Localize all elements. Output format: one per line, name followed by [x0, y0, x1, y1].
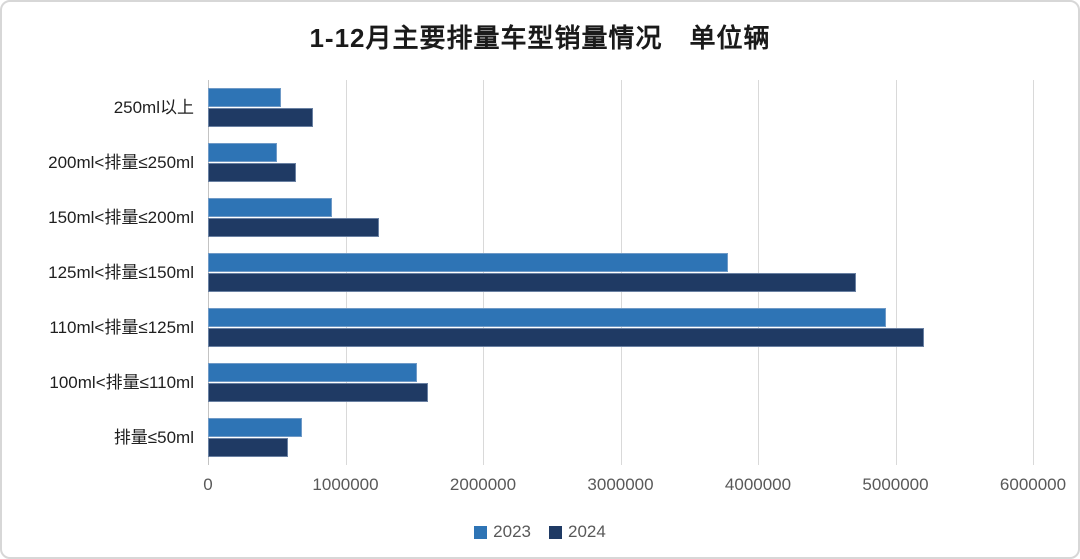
bar-2024 — [208, 272, 856, 292]
x-tick-label: 4000000 — [724, 475, 792, 494]
category-label: 110ml<排量≤125ml — [49, 318, 194, 337]
legend-item-2024: 2024 — [549, 522, 606, 542]
bar-2024 — [208, 382, 428, 402]
x-tick-label: 3000000 — [587, 475, 654, 494]
bar-2024 — [208, 217, 379, 237]
x-tick-label: 0 — [203, 475, 213, 494]
bar-2023 — [208, 88, 281, 108]
category-axis: 250ml以上 200ml<排量≤250ml 150ml<排量≤200ml 125ml… — [2, 80, 194, 465]
bar-2023 — [208, 308, 886, 328]
bar-2023 — [208, 143, 277, 163]
bar-2024 — [208, 437, 288, 457]
bar-2024 — [208, 327, 925, 347]
category-label: 150ml<排量≤200ml — [48, 208, 194, 227]
bar-2023 — [208, 363, 417, 383]
legend-marker-2024 — [549, 525, 562, 539]
gridline — [1033, 80, 1034, 465]
legend-label-2023: 2023 — [493, 522, 531, 541]
bar-2024 — [208, 107, 313, 127]
x-tick-label: 6000000 — [999, 475, 1067, 494]
bar-2024 — [208, 162, 296, 182]
chart-title: 1-12月主要排量车型销量情况 单位辆 — [309, 23, 771, 53]
category-label: 125ml<排量≤150ml — [48, 263, 194, 282]
category-label: 200ml<排量≤250ml — [48, 153, 194, 172]
x-tick-label: 2000000 — [449, 475, 517, 494]
plot-area — [208, 80, 1034, 465]
legend-label-2024: 2024 — [568, 522, 606, 541]
category-label: 排量≤50ml — [113, 428, 194, 447]
category-label: 100ml<排量≤110ml — [49, 373, 194, 392]
bar-2023 — [208, 418, 302, 438]
x-tick-label: 1000000 — [312, 475, 379, 494]
value-axis: 0 1000000 2000000 3000000 4000000 5000000 6000… — [2, 475, 1078, 497]
x-tick-label: 5000000 — [862, 475, 929, 494]
gridline — [895, 80, 897, 465]
category-label: 250ml以上 — [113, 98, 194, 117]
legend-item-2023: 2023 — [474, 522, 531, 542]
bar-2023 — [208, 253, 728, 273]
bar-2023 — [208, 198, 332, 218]
legend: 2023 2024 — [2, 522, 1078, 542]
legend-marker-2023 — [474, 525, 488, 539]
